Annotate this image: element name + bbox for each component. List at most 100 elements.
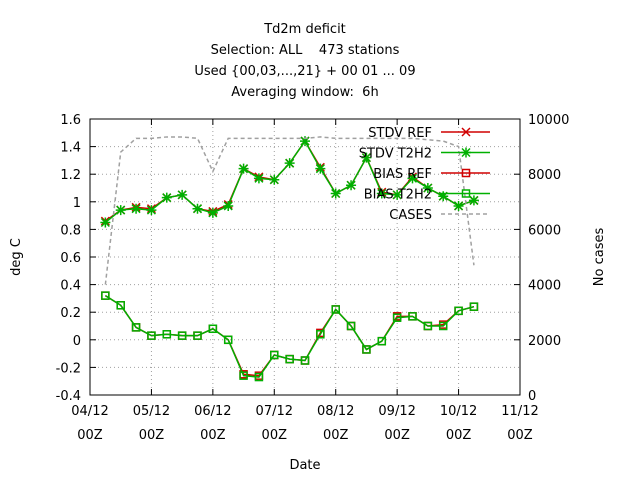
legend-marker: [461, 189, 471, 198]
x-tick-label: 06/12: [194, 404, 231, 419]
point: [331, 305, 340, 314]
point: [316, 330, 325, 339]
point: [376, 188, 387, 199]
point: [223, 335, 233, 345]
legend-marker: [461, 168, 471, 178]
legend-label: BIAS T2H2: [364, 188, 432, 203]
y2-tick-label: 10000: [528, 113, 569, 128]
point: [101, 291, 110, 300]
legend-label: STDV T2H2: [359, 147, 432, 162]
point: [300, 356, 310, 365]
legend-marker-shape: [461, 147, 471, 158]
y2-axis-label: No cases: [592, 228, 607, 287]
x-tick-label: 00Z: [200, 428, 226, 443]
point: [131, 323, 141, 332]
point: [116, 301, 125, 310]
chart-subtitle: Selection: ALL 473 stations: [211, 43, 400, 58]
y-tick-label: 0: [73, 334, 81, 349]
x-tick-label: 11/12: [501, 404, 538, 419]
legend-marker: [461, 147, 471, 158]
point: [438, 191, 449, 202]
y2-tick-label: 6000: [528, 223, 561, 238]
point: [223, 200, 234, 211]
y-tick-label: -0.4: [56, 389, 81, 404]
point: [377, 336, 387, 346]
y-tick-label: 1: [73, 196, 81, 211]
point: [285, 354, 294, 364]
point: [330, 188, 341, 199]
point: [408, 312, 417, 321]
point: [238, 163, 249, 174]
point: [239, 371, 248, 380]
point: [100, 217, 111, 228]
point: [407, 173, 418, 184]
y2-tick-label: 8000: [528, 168, 561, 183]
y-tick-label: 1.6: [60, 113, 81, 128]
point: [346, 180, 357, 191]
point: [131, 203, 142, 214]
y-tick-label: 0.4: [60, 279, 81, 294]
point: [453, 200, 464, 211]
x-tick-label: 00Z: [77, 428, 103, 443]
y-axis-label: deg C: [9, 238, 24, 276]
point: [192, 203, 203, 214]
point: [392, 313, 402, 322]
point: [207, 207, 218, 218]
chart-title: Td2m deficit: [263, 22, 346, 37]
point: [438, 321, 448, 331]
point: [253, 173, 264, 184]
point: [177, 189, 188, 200]
point: [254, 372, 264, 382]
x-tick-label: 00Z: [446, 428, 472, 443]
point: [361, 152, 372, 163]
chart-subtitle: Averaging window: 6h: [231, 85, 378, 100]
x-tick-label: 00Z: [323, 428, 349, 443]
x-tick-label: 08/12: [317, 404, 354, 419]
point: [147, 331, 156, 340]
point: [284, 158, 295, 169]
point: [177, 331, 187, 340]
chart-subtitle: Used {00,03,...,21} + 00 01 ... 09: [194, 64, 415, 79]
x-tick-label: 00Z: [384, 428, 410, 443]
x-tick-label: 00Z: [262, 428, 288, 443]
point: [468, 195, 479, 206]
point: [469, 302, 479, 311]
x-tick-label: 00Z: [139, 428, 165, 443]
point: [162, 330, 172, 339]
x-tick-label: 04/12: [71, 404, 108, 419]
x-tick-label: 07/12: [256, 404, 293, 419]
y-tick-label: 1.2: [60, 168, 81, 183]
x-axis-label: Date: [289, 458, 320, 473]
legend-label: BIAS REF: [373, 167, 432, 182]
legend-marker: [461, 127, 471, 137]
y-tick-label: 0.8: [60, 223, 81, 238]
x-tick-label: 05/12: [133, 404, 170, 419]
y-tick-label: 1.4: [60, 141, 81, 156]
point: [115, 205, 126, 216]
legend-marker-shape: [461, 189, 471, 198]
point: [161, 192, 172, 203]
y2-tick-label: 0: [528, 389, 536, 404]
legend-marker-shape: [461, 168, 471, 178]
point: [193, 331, 202, 340]
series-line: [104, 295, 475, 378]
legend-label: CASES: [389, 208, 432, 223]
y-tick-label: 0.6: [60, 251, 81, 266]
point: [392, 189, 403, 200]
point: [270, 350, 279, 360]
point: [362, 345, 371, 354]
point: [269, 174, 280, 185]
point: [208, 324, 218, 334]
point: [146, 205, 157, 216]
point: [423, 321, 433, 331]
x-tick-label: 00Z: [507, 428, 533, 443]
y-tick-label: -0.2: [56, 361, 81, 376]
point: [315, 163, 326, 174]
series-line: [104, 136, 475, 285]
point: [346, 321, 356, 331]
x-tick-label: 09/12: [378, 404, 415, 419]
point: [454, 306, 463, 316]
x-tick-label: 10/12: [440, 404, 477, 419]
